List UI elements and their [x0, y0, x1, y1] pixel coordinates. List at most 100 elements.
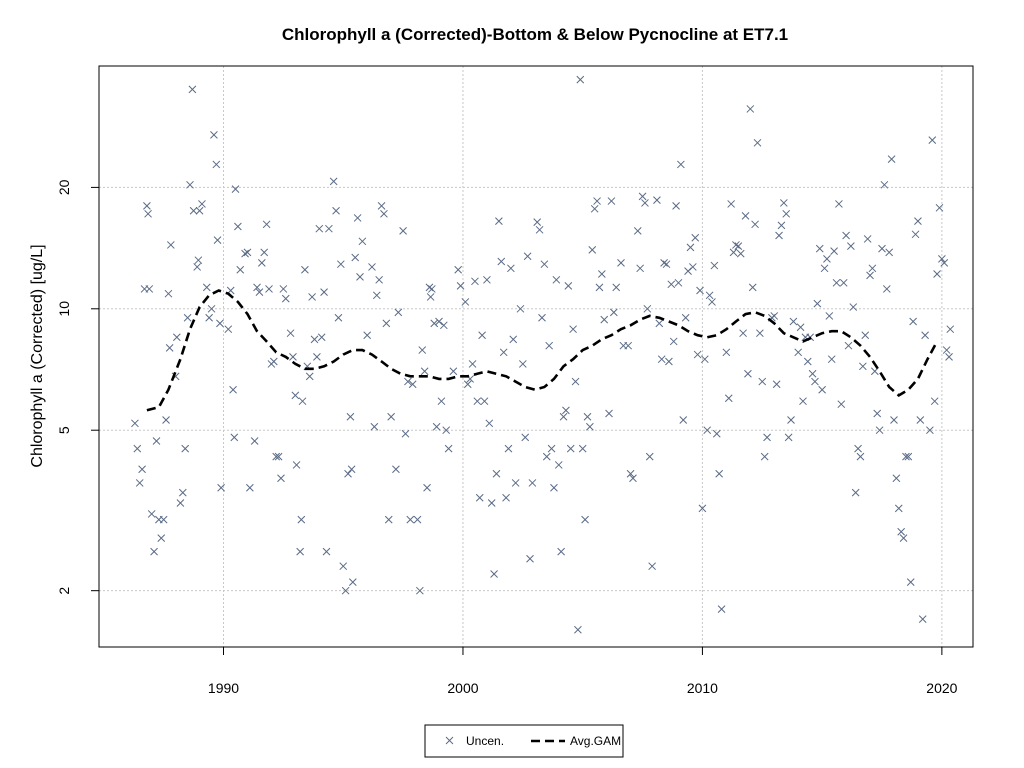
- data-point: [236, 265, 245, 274]
- data-point: [380, 209, 388, 218]
- data-point: [753, 138, 762, 147]
- data-point: [856, 452, 865, 461]
- data-point: [746, 105, 755, 113]
- data-point: [274, 452, 283, 461]
- data-point: [597, 270, 606, 278]
- data-point: [571, 377, 580, 386]
- data-point: [372, 291, 381, 300]
- data-point: [507, 264, 515, 273]
- data-point: [483, 275, 491, 284]
- data-point: [928, 136, 937, 144]
- data-point: [370, 422, 379, 431]
- data-point: [375, 275, 384, 284]
- data-point: [916, 416, 925, 424]
- data-point: [837, 400, 846, 409]
- data-point: [217, 483, 225, 492]
- data-point: [485, 419, 494, 428]
- data-point: [600, 315, 609, 324]
- data-point: [562, 406, 570, 415]
- data-point: [329, 177, 338, 186]
- data-point: [205, 313, 214, 322]
- data-point: [178, 488, 187, 497]
- data-point: [775, 231, 783, 240]
- data-point: [353, 214, 362, 222]
- data-point: [133, 444, 142, 453]
- data-point: [413, 515, 422, 524]
- data-point: [691, 233, 700, 242]
- data-point: [887, 155, 896, 164]
- plot-frame: [98, 65, 974, 648]
- data-point: [437, 397, 446, 406]
- data-point: [583, 412, 592, 421]
- data-point: [444, 444, 453, 453]
- data-point: [688, 263, 697, 271]
- data-point: [717, 605, 726, 613]
- data-point: [705, 291, 714, 300]
- data-point: [475, 493, 484, 502]
- data-point: [748, 283, 757, 292]
- data-point: [751, 220, 759, 229]
- data-point: [827, 355, 836, 364]
- data-point: [131, 419, 139, 428]
- data-point: [564, 281, 573, 290]
- data-point: [794, 348, 803, 357]
- y-axis: 2 5 10 20: [56, 179, 100, 595]
- data-point: [478, 331, 486, 340]
- data-point: [535, 225, 544, 234]
- data-point: [399, 227, 407, 235]
- x-tick-label: 2000: [447, 680, 478, 696]
- data-point: [152, 437, 161, 445]
- data-point: [660, 258, 668, 267]
- data-point: [930, 397, 939, 406]
- data-point: [538, 313, 546, 322]
- x-tick-label: 2010: [687, 680, 718, 696]
- data-point: [741, 212, 750, 220]
- data-point: [569, 325, 577, 334]
- data-point: [861, 331, 870, 340]
- data-point: [693, 350, 702, 359]
- data-point: [763, 433, 771, 442]
- data-point: [712, 429, 721, 438]
- data-point: [729, 248, 738, 257]
- data-point: [456, 281, 465, 290]
- data-point: [277, 474, 285, 483]
- data-point: [368, 263, 376, 271]
- data-point: [195, 206, 204, 215]
- data-point: [679, 416, 688, 424]
- data-point: [504, 444, 513, 453]
- data-point: [516, 304, 525, 313]
- data-point: [442, 426, 451, 435]
- data-point: [609, 308, 618, 317]
- data-point: [926, 426, 934, 435]
- data-point: [899, 534, 908, 542]
- data-point: [787, 416, 795, 424]
- data-point: [387, 412, 395, 421]
- data-point: [401, 429, 410, 438]
- data-point: [241, 249, 249, 258]
- data-point: [779, 199, 788, 207]
- data-point: [298, 397, 307, 406]
- data-point: [777, 221, 786, 230]
- x-tick-label: 2020: [926, 680, 957, 696]
- data-point: [811, 377, 819, 386]
- data-point: [540, 260, 549, 269]
- x-tick-label: 1990: [208, 680, 239, 696]
- data-point: [799, 397, 807, 406]
- data-point: [643, 304, 652, 313]
- data-point: [213, 236, 222, 244]
- data-point: [902, 452, 910, 461]
- data-point: [480, 397, 489, 406]
- data-point: [289, 353, 297, 361]
- data-point: [593, 197, 601, 205]
- data-point: [574, 625, 582, 634]
- data-point: [674, 278, 683, 287]
- data-point: [727, 200, 736, 208]
- data-point: [317, 333, 326, 342]
- data-point: [310, 335, 319, 344]
- data-point: [279, 285, 288, 293]
- data-point: [339, 562, 348, 571]
- data-point: [473, 397, 482, 406]
- data-point: [418, 346, 427, 354]
- data-point: [521, 433, 530, 442]
- data-point: [292, 461, 301, 469]
